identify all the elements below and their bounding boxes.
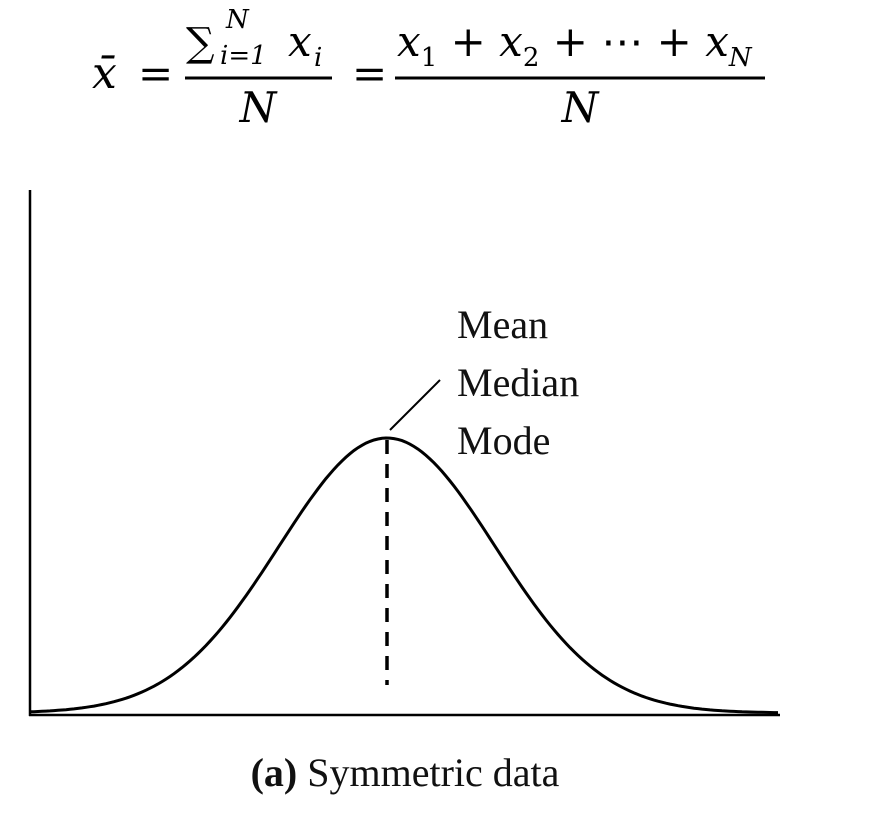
term: ⋯ [601, 17, 643, 66]
caption-text: Symmetric data [307, 750, 559, 795]
space [486, 17, 499, 66]
operator: + [451, 17, 486, 66]
label: Mean [457, 302, 548, 347]
caption-label: (a) [251, 750, 298, 795]
term: x [499, 17, 523, 66]
caption-space [297, 750, 307, 795]
formula-numerator: x1​ + x2​ + ⋯ + xN​ [397, 17, 753, 73]
operator: + [657, 17, 692, 66]
space [643, 17, 656, 66]
caption: (a) Symmetric data [251, 750, 560, 795]
formula-equals: = [352, 49, 387, 98]
term-sub: 2 [523, 43, 540, 73]
formula-denominator: N [239, 83, 278, 132]
label: Median [457, 360, 579, 405]
term: x [397, 17, 421, 66]
term: x [705, 17, 729, 66]
bell-curve [29, 436, 778, 715]
space [437, 17, 450, 66]
formula-equals: = [138, 49, 173, 98]
formula-lhs: x̄ [92, 48, 117, 99]
formula-denominator: N [561, 83, 600, 132]
term-sub: N [728, 43, 753, 73]
formula-sum-term: x [288, 17, 312, 66]
formula-sum-lower: i=1 [220, 41, 267, 71]
label: Mode [457, 418, 550, 463]
space [588, 17, 601, 66]
space [539, 17, 552, 66]
term-sub: 1 [421, 43, 438, 73]
formula-sum: ∑ [186, 20, 215, 66]
operator: + [553, 17, 588, 66]
formula-sum-upper: N [225, 5, 250, 35]
space [692, 17, 705, 66]
leader-line [389, 379, 441, 431]
formula-sum-term-sub: i [314, 43, 322, 73]
